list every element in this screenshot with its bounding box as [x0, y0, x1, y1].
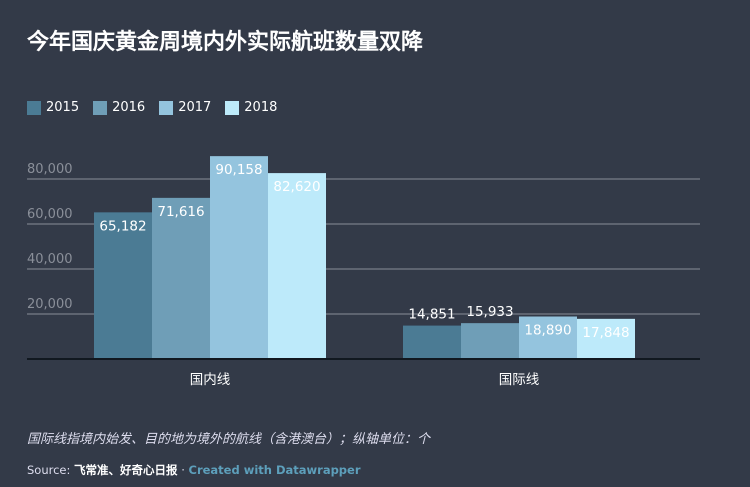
source-label: Source: [27, 463, 71, 477]
bar-2017-1 [519, 316, 577, 359]
legend-label: 2018 [244, 100, 278, 115]
legend: 2015 2016 2017 2018 [27, 100, 277, 115]
value-label: 17,848 [582, 325, 629, 341]
value-label: 82,620 [273, 179, 320, 195]
legend-swatch [159, 100, 174, 115]
bar-2018-0 [268, 173, 326, 359]
chart-title: 今年国庆黄金周境内外实际航班数量双降 [27, 30, 424, 55]
bar-2016-0 [152, 197, 210, 359]
chart-note: 国际线指境内始发、目的地为境外的航线（含港澳台）；纵轴单位：个 [27, 432, 431, 447]
value-label: 15,933 [466, 304, 513, 320]
bar-2015-0 [94, 212, 152, 359]
value-label: 14,851 [408, 307, 455, 323]
legend-item-2016: 2016 [93, 100, 145, 115]
y-tick-label: 80,000 [27, 162, 73, 177]
y-tick-label: 40,000 [27, 252, 73, 267]
datawrapper-link[interactable]: Created with Datawrapper [188, 463, 361, 477]
source-names: 飞常准、好奇心日报 [74, 463, 178, 477]
y-tick-label: 60,000 [27, 207, 73, 222]
legend-item-2017: 2017 [159, 100, 211, 115]
y-tick-label: 20,000 [27, 297, 73, 312]
legend-swatch [93, 100, 108, 115]
legend-item-2018: 2018 [225, 100, 277, 115]
bar-2018-1 [577, 318, 635, 359]
bar-2015-1 [403, 325, 461, 359]
source-separator: · [181, 463, 185, 477]
legend-label: 2017 [178, 100, 212, 115]
value-label: 90,158 [215, 162, 262, 178]
value-label: 18,890 [524, 322, 571, 338]
bar-2016-1 [461, 323, 519, 359]
legend-swatch [225, 100, 240, 115]
plot-area: 20,000 40,000 60,000 80,000 65,182 71,616 90,1… [27, 156, 700, 388]
value-label: 71,616 [157, 204, 204, 220]
legend-label: 2016 [112, 100, 146, 115]
value-label: 65,182 [99, 218, 146, 234]
bar-2017-0 [210, 156, 268, 359]
legend-item-2015: 2015 [27, 100, 79, 115]
source-line: Source: 飞常准、好奇心日报 · Created with Datawra… [27, 462, 361, 478]
legend-swatch [27, 100, 41, 115]
x-category-label: 国际线 [499, 372, 540, 388]
legend-label: 2015 [46, 100, 80, 115]
x-category-label: 国内线 [190, 372, 231, 388]
